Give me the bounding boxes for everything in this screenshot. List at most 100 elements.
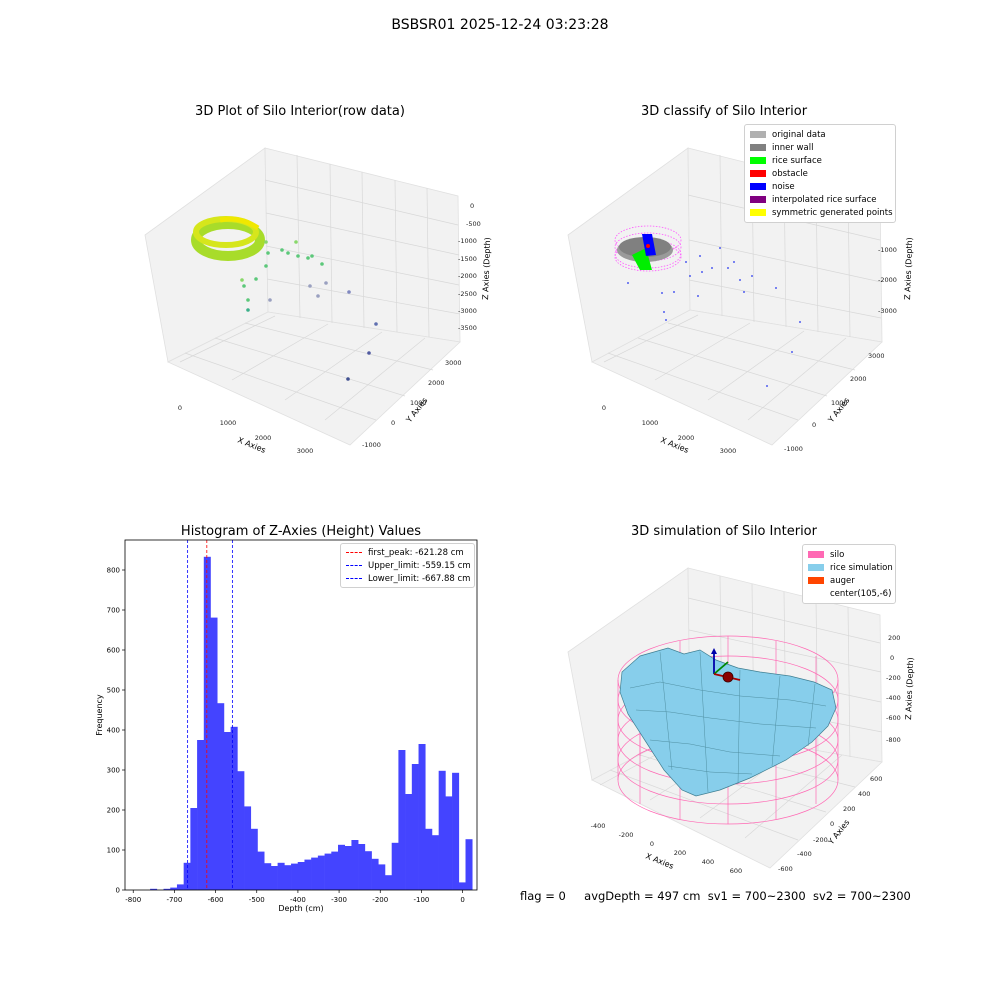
raw-ztick: -3500 [458, 324, 477, 332]
classify-ytick: 1000 [831, 399, 848, 407]
simulation-ytick: 400 [858, 790, 870, 798]
legend-label: auger [830, 575, 855, 586]
simulation-xlabel: X Axies [644, 852, 675, 871]
simulation-ytick: 600 [870, 775, 882, 783]
classify-xtick: 3000 [720, 447, 737, 455]
classify-ytick: 3000 [868, 352, 885, 360]
histogram-ytick-label: 800 [107, 567, 120, 575]
raw-scatter-points [240, 240, 378, 381]
classify-ytick: -1000 [784, 445, 803, 453]
legend-entry: noise [750, 180, 890, 193]
legend-label: noise [772, 181, 795, 192]
legend-label: rice simulation [830, 562, 893, 573]
legend-entry: auger [808, 574, 890, 587]
histogram-xtick-label: -100 [413, 896, 429, 904]
legend-swatch [750, 157, 766, 164]
raw-tick-labels: 0 1000 2000 3000 -1000 0 1000 2000 3000 … [178, 202, 481, 455]
histogram-bar [458, 882, 466, 890]
raw-ytick: 3000 [445, 359, 462, 367]
classify-ztick: -2000 [878, 276, 897, 284]
legend-entry: Upper_limit: -559.15 cm [346, 559, 471, 572]
legend-entry: Lower_limit: -667.88 cm [346, 572, 471, 585]
histogram-ytick-label: 0 [116, 887, 120, 895]
classify-xtick: 0 [602, 404, 606, 412]
avg-depth-value: avgDepth = 497 cm [584, 889, 701, 903]
histogram-ytick-label: 600 [107, 647, 120, 655]
histogram-xlabel: Depth (cm) [278, 904, 323, 913]
legend-entry: rice surface [750, 154, 890, 167]
simulation-ytick: -600 [778, 865, 793, 873]
raw-ztick: -500 [466, 220, 481, 228]
histogram-ytick-label: 300 [107, 767, 120, 775]
raw-axes-panes [144, 147, 461, 446]
histogram-bar [425, 828, 433, 890]
classify-zlabel: Z Axies (Depth) [903, 237, 914, 300]
classify-xtick: 1000 [642, 419, 659, 427]
histogram-bar [452, 772, 460, 890]
histogram-chart: -800 -700 -600 -500 -400 -300 -200 -100 0 0 100 200… [95, 539, 478, 913]
raw-ztick: -3000 [458, 307, 477, 315]
histogram-bar [418, 744, 426, 890]
legend-swatch [346, 552, 362, 553]
legend-entry: center(105,-6) [808, 587, 892, 600]
histogram-xtick-label: -200 [372, 896, 388, 904]
histogram-bar [384, 875, 392, 890]
simulation-xtick: 400 [702, 858, 714, 866]
legend-swatch [750, 183, 766, 190]
histogram-title: Histogram of Z-Axies (Height) Values [180, 524, 422, 539]
legend-label: obstacle [772, 168, 808, 179]
histogram-xtick-label: 0 [460, 896, 464, 904]
legend-label: Lower_limit: -667.88 cm [368, 573, 471, 584]
raw-ytick: 1000 [410, 399, 427, 407]
legend-entry: obstacle [750, 167, 890, 180]
histogram-bar [270, 866, 278, 890]
histogram-ytick-label: 200 [107, 807, 120, 815]
raw-zlabel: Z Axies (Depth) [481, 237, 492, 300]
raw-silo-ring-points [191, 216, 265, 261]
simulation-ytick: 200 [843, 805, 855, 813]
histogram-frame [124, 539, 478, 891]
raw-ytick: 2000 [428, 379, 445, 387]
legend-label: first_peak: -621.28 cm [368, 547, 464, 558]
legend-entry: original data [750, 128, 890, 141]
classify-ytick: 2000 [850, 375, 867, 383]
legend-label: Upper_limit: -559.15 cm [368, 560, 471, 571]
legend-label: center(105,-6) [830, 588, 892, 599]
histogram-bar [210, 617, 218, 890]
raw-ytick: -1000 [362, 441, 381, 449]
simulation-xtick: 600 [730, 867, 742, 875]
simulation-xtick: -400 [591, 822, 606, 830]
legend-swatch [750, 196, 766, 203]
legend-swatch [750, 144, 766, 151]
legend-label: silo [830, 549, 845, 560]
legend-swatch [808, 564, 824, 571]
legend-swatch [808, 551, 824, 558]
simulation-xtick: -200 [619, 831, 634, 839]
histogram-ylabel: Frequency [95, 694, 104, 736]
histogram-bar [237, 771, 245, 890]
histogram-legend: first_peak: -621.28 cm Upper_limit: -559… [340, 543, 475, 588]
histogram-xtick-label: -700 [166, 896, 182, 904]
histogram-bar [398, 750, 406, 890]
raw-ztick: -1500 [458, 255, 477, 263]
simulation-ztick: -600 [886, 714, 901, 722]
histogram-bar [364, 851, 372, 890]
histogram-bar [371, 858, 379, 890]
sv1-value: sv1 = 700~2300 [707, 889, 806, 903]
legend-swatch [808, 590, 824, 597]
histogram-xtick-label: -600 [208, 896, 224, 904]
simulation-ztick: -200 [886, 674, 901, 682]
histogram-bar [217, 703, 225, 890]
histogram-bar [250, 828, 258, 890]
legend-label: original data [772, 129, 826, 140]
legend-swatch [750, 131, 766, 138]
raw-3d-plot: 0 1000 2000 3000 -1000 0 1000 2000 3000 … [144, 147, 492, 455]
histogram-bar [438, 770, 446, 890]
histogram-bar [244, 806, 252, 890]
histogram-bar [176, 884, 184, 890]
simulation-zlabel: Z Axies (Depth) [904, 657, 915, 720]
histogram-bar [311, 857, 319, 890]
raw-xtick: 2000 [255, 434, 272, 442]
classify-xtick: 2000 [678, 434, 695, 442]
status-footer: flag = 0 avgDepth = 497 cm sv1 = 700~230… [520, 889, 911, 903]
